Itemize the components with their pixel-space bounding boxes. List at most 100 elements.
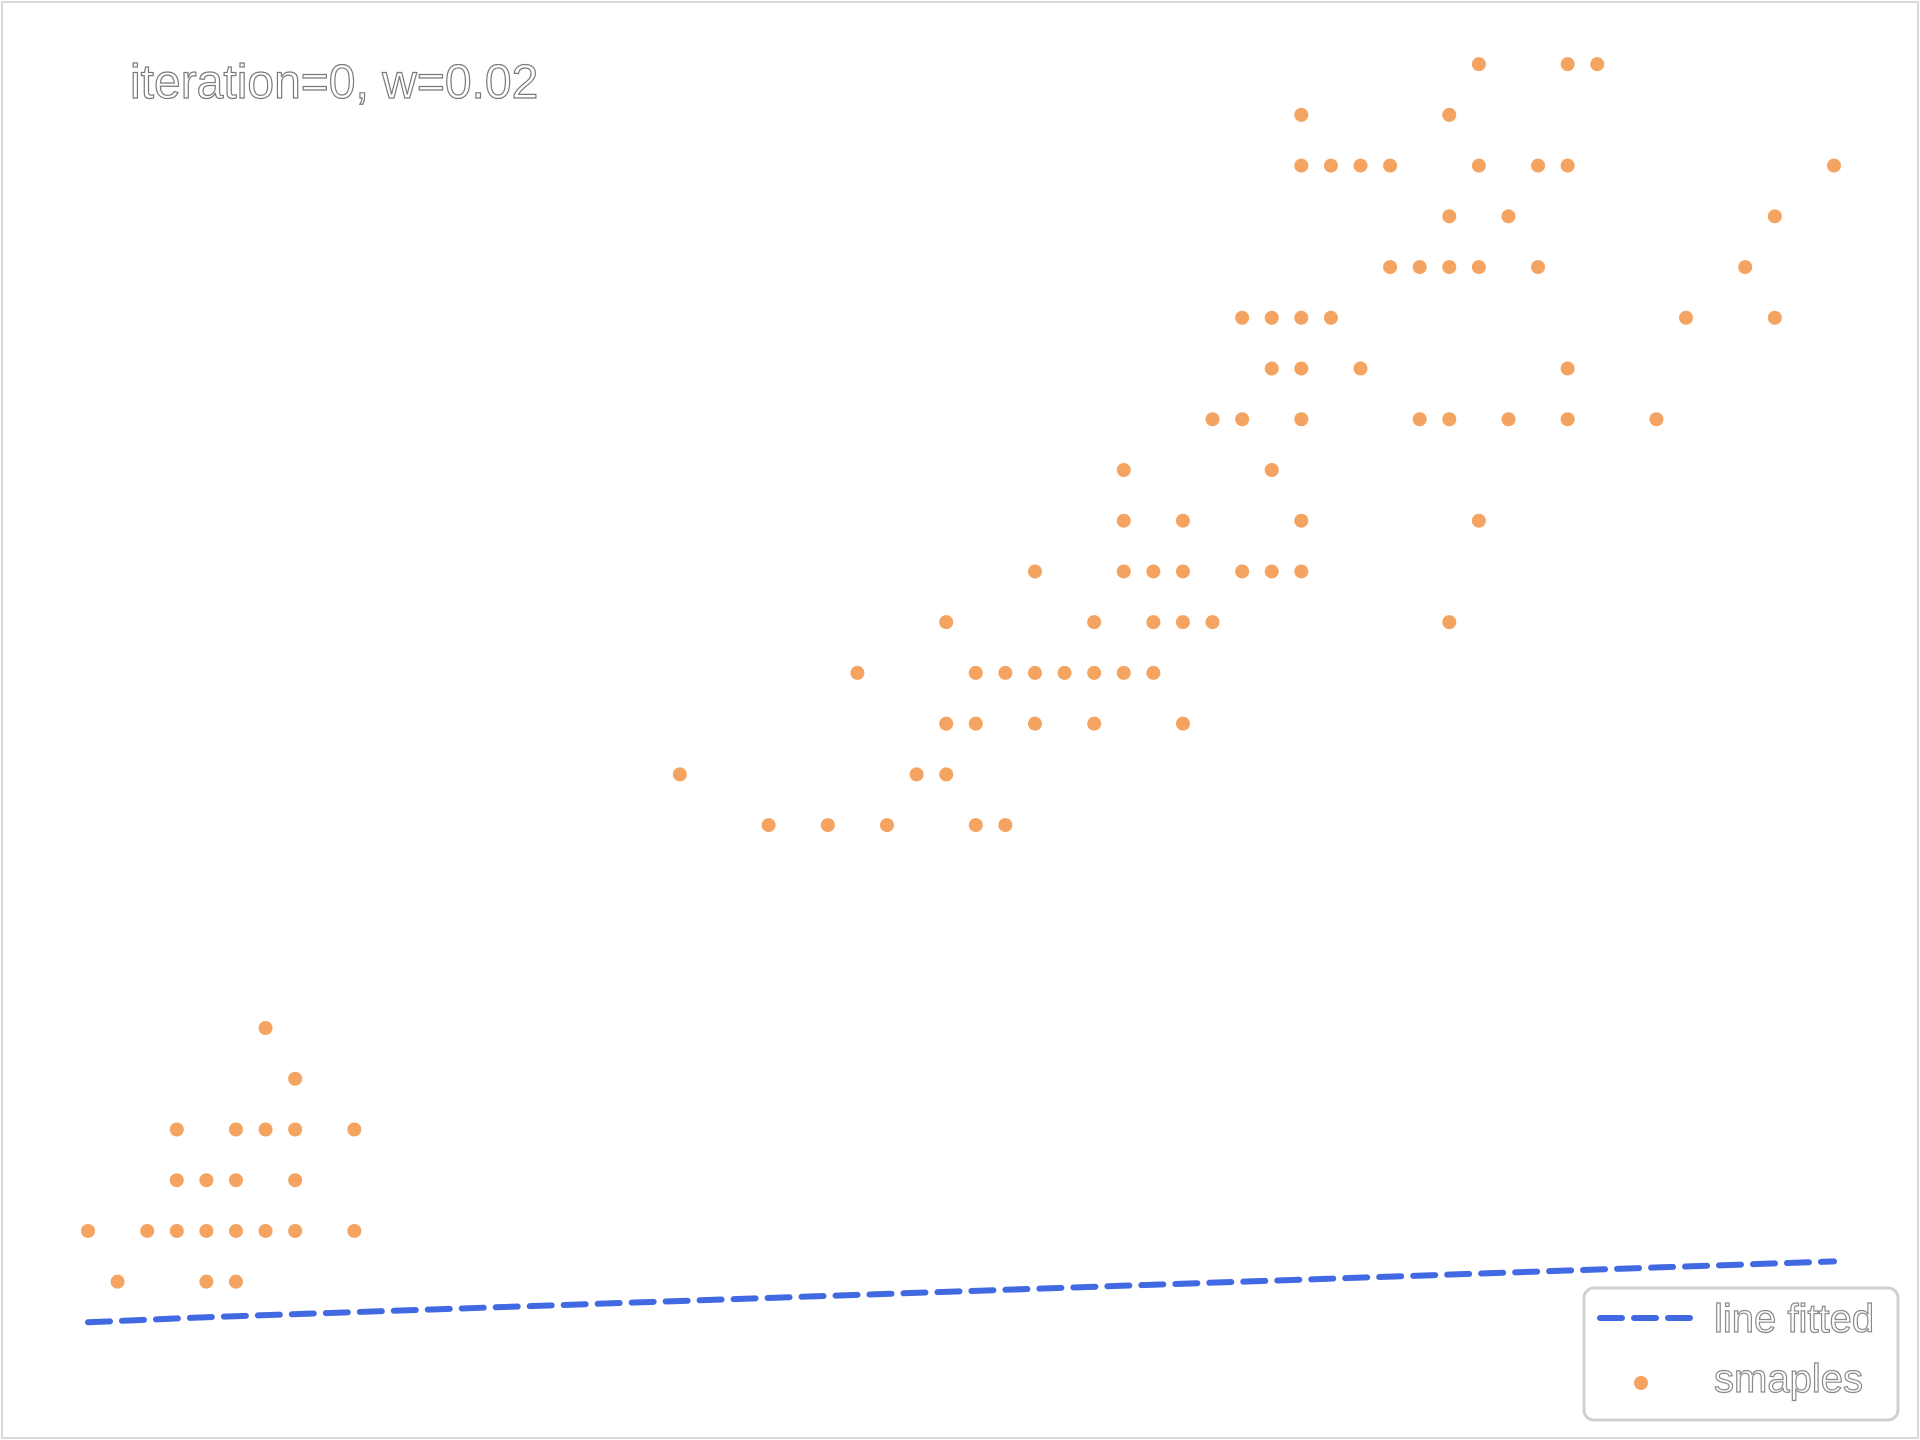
sample-point: [1471, 158, 1486, 173]
sample-point: [1205, 615, 1220, 630]
sample-point: [1442, 412, 1457, 427]
sample-point: [1116, 665, 1131, 680]
legend-box: [1582, 1286, 1900, 1422]
sample-point: [1205, 412, 1220, 427]
sample-point: [1471, 57, 1486, 72]
sample-point: [169, 1223, 184, 1238]
sample-point: [1264, 462, 1279, 477]
sample-point: [1146, 615, 1161, 630]
sample-point: [909, 767, 924, 782]
sample-point: [1175, 716, 1190, 731]
sample-point: [1294, 412, 1309, 427]
sample-point: [761, 818, 776, 833]
sample-point: [939, 716, 954, 731]
sample-point: [1057, 665, 1072, 680]
sample-point: [1531, 260, 1546, 275]
sample-point: [1412, 260, 1427, 275]
chart-title: iteration=0, w=0.02: [130, 56, 538, 109]
sample-point: [347, 1223, 362, 1238]
sample-point: [1294, 564, 1309, 579]
sample-point: [998, 665, 1013, 680]
sample-point: [258, 1122, 273, 1137]
sample-point: [1353, 158, 1368, 173]
legend: line fitted smaples: [1582, 1286, 1900, 1422]
sample-point: [1294, 513, 1309, 528]
sample-point: [998, 818, 1013, 833]
legend-label-samples: smaples: [1714, 1357, 1863, 1401]
sample-point: [140, 1223, 155, 1238]
sample-point: [1294, 361, 1309, 376]
sample-point: [880, 818, 895, 833]
sample-point: [81, 1223, 95, 1238]
sample-point: [1175, 513, 1190, 528]
sample-point: [1027, 564, 1042, 579]
sample-point: [228, 1223, 243, 1238]
sample-point: [1235, 412, 1250, 427]
sample-point: [1294, 107, 1309, 122]
sample-point: [1175, 615, 1190, 630]
sample-point: [1738, 260, 1753, 275]
sample-point: [199, 1173, 214, 1188]
sample-point: [199, 1223, 214, 1238]
sample-point: [1412, 412, 1427, 427]
sample-point: [1264, 310, 1279, 325]
sample-point: [1116, 513, 1131, 528]
sample-point: [1323, 158, 1338, 173]
sample-point: [1383, 158, 1398, 173]
sample-point: [1235, 310, 1250, 325]
sample-point: [288, 1223, 303, 1238]
sample-point: [258, 1021, 273, 1036]
sample-point: [169, 1173, 184, 1188]
legend-marker-swatch: [1634, 1376, 1648, 1390]
sample-point: [258, 1223, 273, 1238]
sample-point: [169, 1122, 184, 1137]
sample-point: [850, 665, 865, 680]
legend-label-line: line fitted: [1714, 1297, 1874, 1341]
sample-point: [672, 767, 687, 782]
sample-point: [1442, 209, 1457, 224]
sample-point: [228, 1122, 243, 1137]
sample-point: [820, 818, 835, 833]
sample-point: [1087, 716, 1102, 731]
sample-point: [1560, 158, 1575, 173]
sample-point: [968, 818, 983, 833]
sample-point: [1679, 310, 1694, 325]
sample-point: [1560, 412, 1575, 427]
sample-point: [1827, 158, 1841, 173]
sample-point: [288, 1173, 303, 1188]
sample-point: [1087, 665, 1102, 680]
sample-point: [1323, 310, 1338, 325]
sample-point: [1383, 260, 1398, 275]
sample-point: [1353, 361, 1368, 376]
sample-point: [228, 1173, 243, 1188]
sample-point: [1087, 615, 1102, 630]
sample-point: [1116, 564, 1131, 579]
sample-point: [1294, 158, 1309, 173]
sample-point: [1294, 310, 1309, 325]
sample-point: [228, 1274, 243, 1289]
sample-point: [110, 1274, 125, 1289]
sample-point: [1649, 412, 1664, 427]
sample-point: [939, 767, 954, 782]
sample-point: [1235, 564, 1250, 579]
sample-point: [1531, 158, 1546, 173]
sample-point: [939, 615, 954, 630]
sample-point: [1767, 310, 1782, 325]
sample-point: [347, 1122, 362, 1137]
sample-point: [1471, 260, 1486, 275]
sample-point: [288, 1122, 303, 1137]
sample-point: [1027, 665, 1042, 680]
sample-point: [1560, 361, 1575, 376]
sample-point: [1264, 361, 1279, 376]
sample-point: [1560, 57, 1575, 72]
sample-point: [1590, 57, 1605, 72]
sample-point: [968, 716, 983, 731]
sample-point: [1146, 665, 1161, 680]
sample-point: [1471, 513, 1486, 528]
sample-point: [1116, 462, 1131, 477]
sample-point: [1264, 564, 1279, 579]
sample-point: [1442, 107, 1457, 122]
